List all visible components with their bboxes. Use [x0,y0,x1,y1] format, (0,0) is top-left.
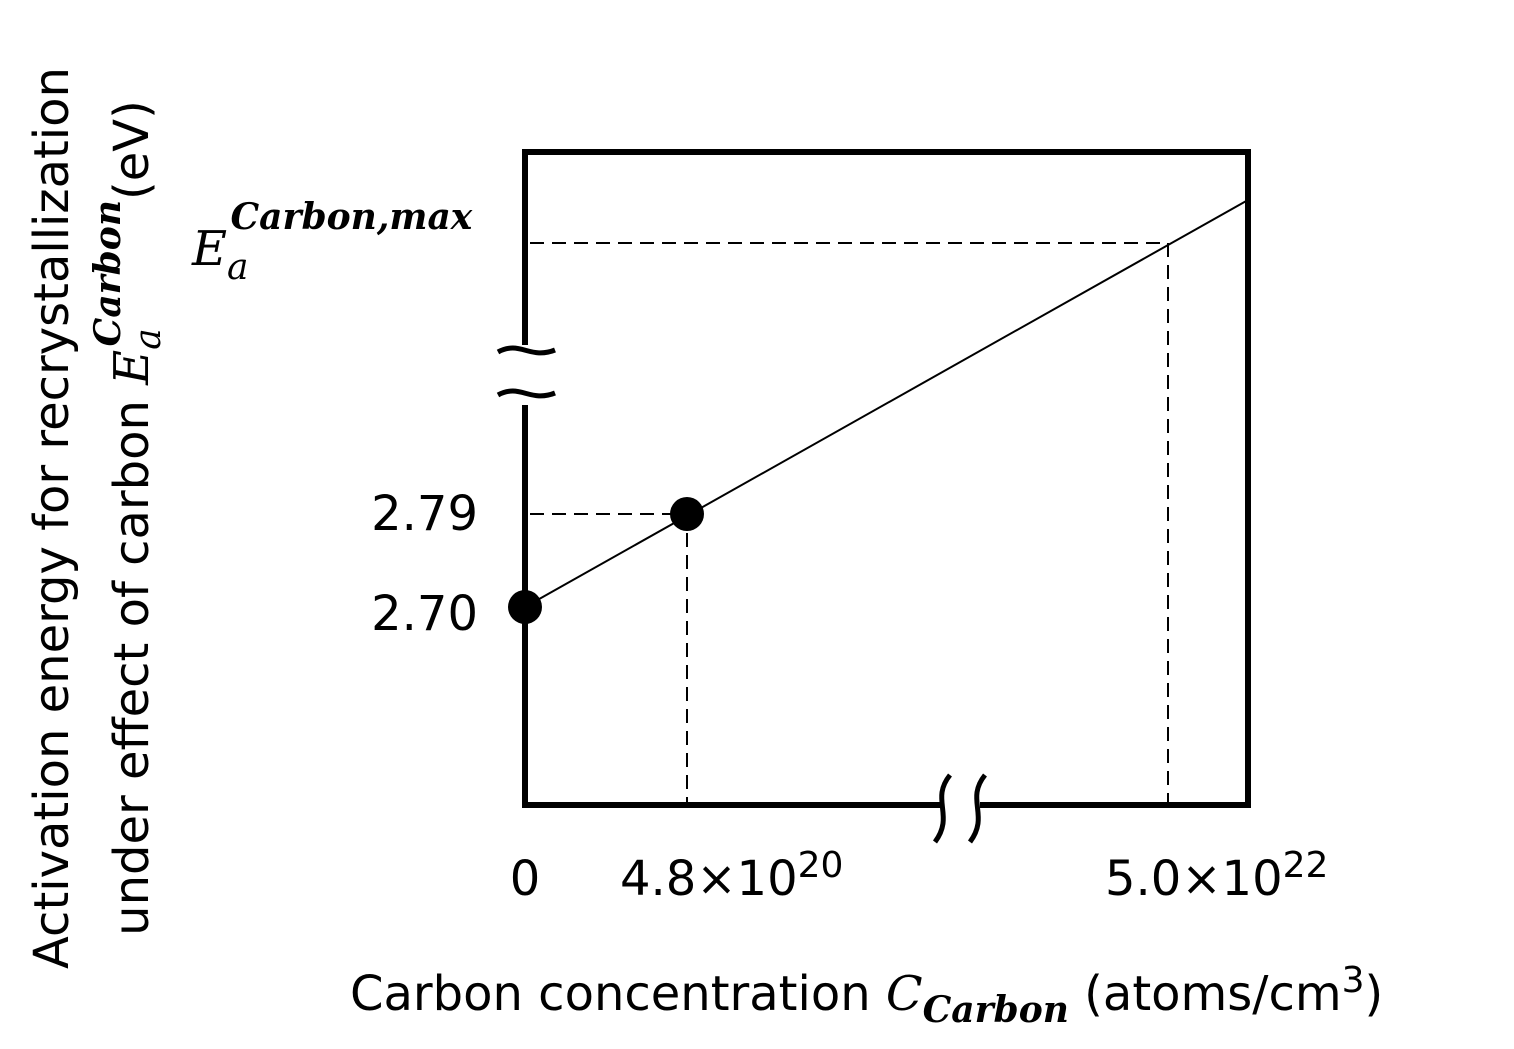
superscript: Carbon [87,200,129,346]
x-label: 4.8×1020 [620,845,843,907]
y-label: 2.79 [371,486,478,542]
unit: (eV) [104,100,160,200]
x-label-exp: 22 [1283,845,1329,886]
symbol: E [191,221,227,277]
y-break [496,345,556,399]
y-axis-title: Activation energy for recrystallization [24,67,80,969]
x-break-gap [940,795,980,815]
text: under effect of carbon [104,385,160,936]
guide-2-79 [530,513,688,802]
x-axis-title: Carbon concentration CCarbon (atoms/cm3) [350,960,1383,1031]
x-label-exp: 20 [798,845,844,886]
subscript: a [227,247,248,288]
text: Carbon concentration [350,966,886,1022]
point [508,590,542,624]
x-break [932,773,988,844]
trend-line [524,199,1249,608]
unit-exp: 3 [1342,960,1365,1001]
unit-end: ) [1365,966,1384,1022]
guide-max [530,242,1169,802]
y-max-label: Ea Carbon,max [191,196,473,288]
plot-frame [522,149,1251,808]
symbol: C [886,966,923,1022]
x-label-base: 4.8×10 [620,851,798,907]
x-label: 5.0×1022 [1105,845,1328,907]
subscript: Carbon [923,989,1069,1031]
superscript: Carbon,max [231,196,473,238]
unit: (atoms/cm [1069,966,1342,1022]
x-label: 0 [510,851,541,907]
point [670,497,704,531]
y-label: 2.70 [371,586,478,642]
symbol: E [104,350,160,386]
subscript: a [128,328,169,349]
x-label-base: 5.0×10 [1105,851,1283,907]
y-axis-title: under effect of carbon EaCarbon(eV) [87,100,169,936]
